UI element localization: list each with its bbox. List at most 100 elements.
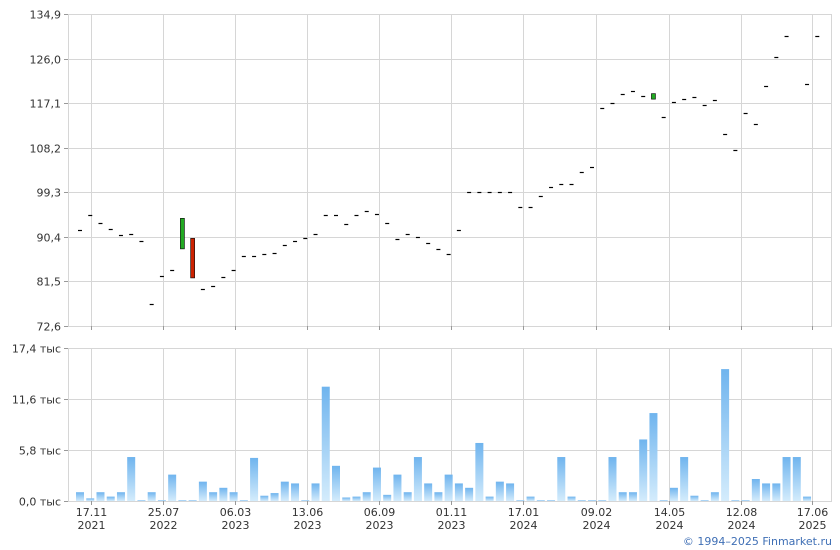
volume-bar — [291, 483, 300, 501]
candle-down — [190, 238, 195, 279]
price-y-tick-label: 126,0 — [30, 54, 62, 67]
volume-bar — [116, 492, 125, 501]
volume-bar — [588, 500, 596, 501]
volume-bar — [280, 481, 289, 501]
x-tick-date-label: 12.08 — [726, 506, 758, 519]
x-tick-date-label: 06.03 — [220, 506, 252, 519]
price-y-tick-label: 117,1 — [30, 98, 62, 111]
x-tick-year-label: 2023 — [438, 519, 466, 532]
volume-bar — [76, 492, 84, 501]
volume-bar — [649, 413, 658, 501]
x-tick-date-label: 14.05 — [654, 506, 686, 519]
price-panel-frame — [68, 14, 832, 327]
volume-bar — [659, 500, 668, 501]
volume-bar — [741, 500, 750, 501]
volume-bar — [751, 479, 760, 501]
volume-bar — [608, 457, 617, 501]
volume-bar — [86, 498, 95, 501]
volume-bar — [628, 492, 637, 501]
volume-bar — [762, 483, 771, 501]
x-tick-year-label: 2023 — [294, 519, 322, 532]
volume-bar — [721, 369, 730, 501]
volume-bar — [413, 457, 422, 501]
volume-bar — [485, 496, 494, 501]
volume-bar — [239, 500, 248, 501]
x-tick-date-label: 13.06 — [292, 506, 324, 519]
x-tick-year-label: 2025 — [799, 519, 827, 532]
volume-bar — [690, 495, 699, 501]
volume-bar — [342, 497, 351, 501]
volume-bar — [577, 500, 586, 501]
volume-bar — [803, 496, 812, 501]
volume-bar — [352, 496, 361, 501]
volume-bar — [96, 492, 105, 501]
x-tick-year-label: 2021 — [78, 519, 106, 532]
volume-bar — [229, 492, 238, 501]
x-tick-year-label: 2024 — [583, 519, 611, 532]
volume-panel-frame — [68, 348, 832, 502]
volume-bar — [260, 495, 269, 501]
volume-y-axis: 17,4 тыс 11,6 тыс 5,8 тыс 0,0 тыс — [12, 343, 68, 509]
volume-bar — [618, 492, 627, 501]
volume-bar — [669, 487, 678, 501]
volume-bar — [516, 500, 525, 501]
candle-up — [651, 93, 656, 100]
volume-y-tick-label: 5,8 тыс — [19, 445, 61, 458]
volume-bar — [454, 483, 463, 501]
volume-bar — [168, 474, 177, 501]
volume-panel: 17,4 тыс 11,6 тыс 5,8 тыс 0,0 тыс — [12, 343, 832, 509]
volume-y-tick-label: 17,4 тыс — [12, 343, 61, 356]
x-tick-year-label: 2023 — [366, 519, 394, 532]
volume-bar — [106, 496, 115, 501]
volume-bar — [495, 481, 504, 501]
price-y-tick-label: 72,6 — [37, 321, 62, 334]
x-tick-date-label: 01.11 — [436, 506, 468, 519]
x-tick-date-label: 09.02 — [581, 506, 613, 519]
price-y-tick-label: 99,3 — [37, 187, 62, 200]
volume-bar — [301, 500, 310, 501]
volume-bar — [311, 483, 320, 501]
volume-bar — [475, 442, 484, 501]
price-panel: 134,9 126,0 117,1 108,2 99,3 90,4 81,5 72,6 — [30, 9, 832, 334]
x-tick-year-label: 2024 — [510, 519, 538, 532]
x-tick-date-label: 06.09 — [364, 506, 396, 519]
volume-bar — [157, 500, 166, 501]
price-grid — [68, 14, 831, 327]
copyright-text[interactable]: © 1994–2025 Finmarket.ru — [683, 535, 832, 548]
volume-bar — [700, 500, 709, 501]
volume-series — [76, 369, 812, 501]
volume-bar — [526, 496, 535, 501]
volume-bar — [444, 474, 453, 501]
volume-bar — [250, 457, 259, 501]
volume-bar — [506, 483, 515, 501]
x-tick-year-label: 2024 — [656, 519, 684, 532]
volume-bar — [772, 483, 781, 501]
volume-bar — [598, 500, 607, 501]
volume-bar — [137, 500, 146, 501]
volume-bar — [680, 457, 689, 501]
x-tick-year-label: 2024 — [728, 519, 756, 532]
volume-bar — [270, 493, 279, 501]
price-y-tick-label: 134,9 — [30, 9, 62, 22]
volume-bar — [219, 487, 228, 501]
volume-bar — [547, 500, 556, 501]
volume-bar — [465, 487, 474, 501]
volume-bar — [782, 457, 791, 501]
x-tick-year-label: 2023 — [222, 519, 250, 532]
volume-bar — [383, 494, 392, 501]
volume-bar — [434, 492, 443, 501]
price-series — [78, 35, 820, 306]
volume-bar — [209, 492, 218, 501]
volume-bar — [557, 457, 566, 501]
volume-bar — [393, 474, 402, 501]
price-y-tick-label: 81,5 — [37, 276, 62, 289]
price-y-tick-label: 108,2 — [30, 143, 62, 156]
volume-bar — [567, 496, 576, 501]
volume-bar — [178, 500, 187, 501]
volume-y-tick-label: 11,6 тыс — [12, 394, 61, 407]
x-tick-date-label: 25.07 — [148, 506, 180, 519]
volume-bar — [424, 483, 433, 501]
x-tick-date-label: 17.11 — [76, 506, 108, 519]
volume-bar — [188, 500, 197, 501]
